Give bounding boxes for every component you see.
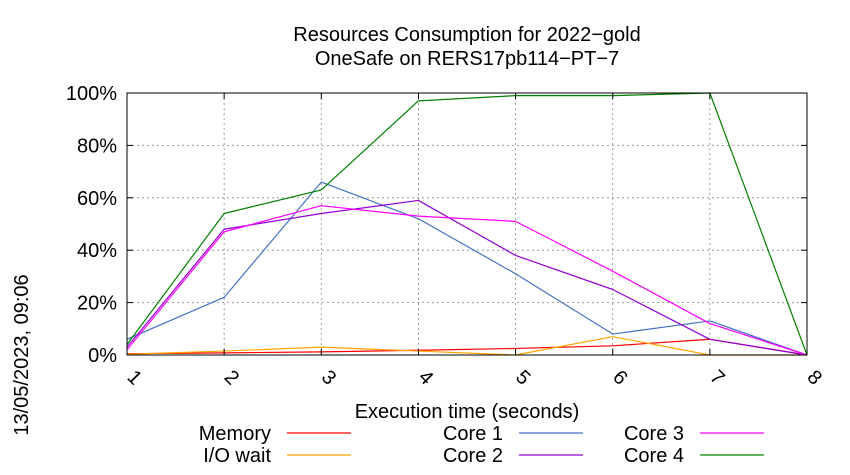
series-line-i-o-wait (126, 336, 807, 356)
legend-label: Core 4 (624, 445, 684, 467)
timestamp-label: 13/05/2023, 09:06 (11, 274, 33, 435)
x-tick-label: 2 (220, 366, 243, 389)
series-line-core-3 (126, 205, 808, 356)
x-tick-label: 1 (123, 366, 146, 389)
x-axis: 1 2 3 4 5 6 7 8 (123, 93, 826, 389)
series-line-memory (126, 338, 808, 356)
series-lines (126, 92, 808, 356)
chart-subtitle: OneSafe on RERS17pb114−PT−7 (315, 48, 619, 70)
x-tick-label: 6 (608, 366, 631, 389)
legend-label: Core 2 (443, 445, 503, 467)
chart-title: Resources Consumption for 2022−gold (293, 24, 640, 46)
y-tick-label: 40% (77, 240, 117, 262)
legend-label: Memory (199, 423, 271, 445)
series-line-core-2 (126, 199, 808, 356)
x-tick-label: 7 (705, 366, 728, 389)
plot-frame (126, 92, 808, 356)
y-tick-label: 80% (77, 135, 117, 157)
series-line-core-1 (126, 181, 808, 356)
y-tick-label: 20% (77, 293, 117, 315)
legend-label: Core 1 (443, 423, 503, 445)
legend-label: I/O wait (203, 445, 271, 467)
x-tick-label: 8 (803, 366, 826, 389)
x-tick-label: 4 (414, 366, 437, 389)
y-tick-label: 0% (88, 345, 117, 367)
legend-label: Core 3 (624, 423, 684, 445)
x-tick-label: 5 (511, 366, 534, 389)
x-tick-label: 3 (317, 366, 340, 389)
x-axis-label: Execution time (seconds) (355, 401, 580, 423)
grid-lines (127, 93, 807, 355)
y-tick-label: 60% (77, 188, 117, 210)
series-line-core-4 (126, 92, 808, 356)
y-tick-label: 100% (66, 83, 117, 105)
y-axis: 0% 20% 40% 60% 80% 100% (66, 83, 807, 367)
